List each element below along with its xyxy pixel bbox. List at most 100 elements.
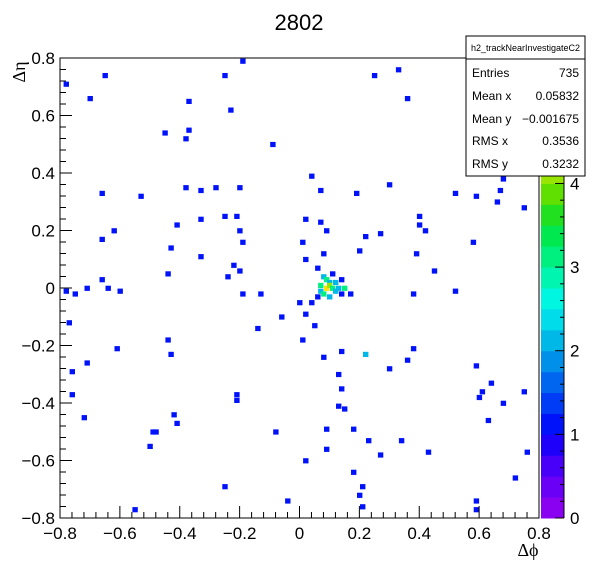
y-tick-label: 0.6 <box>31 107 55 126</box>
stats-row-label: Mean y <box>472 112 511 126</box>
stats-row-label: Mean x <box>472 89 511 103</box>
heatmap-cell <box>479 389 486 395</box>
color-scale-band <box>541 350 564 373</box>
heatmap-cell <box>237 185 243 191</box>
heatmap-cell <box>377 231 384 237</box>
heatmap-cell <box>524 449 530 455</box>
heatmap-cell <box>377 452 384 458</box>
heatmap-cell <box>138 193 144 199</box>
heatmap-cell <box>416 222 423 228</box>
heatmap-cell <box>183 185 189 191</box>
heatmap-cell <box>234 213 240 219</box>
heatmap-cell <box>416 213 423 219</box>
heatmap-cell <box>285 498 291 504</box>
heatmap-cell <box>225 274 231 280</box>
x-tick-label: 0.4 <box>407 524 431 543</box>
heatmap-cell <box>240 58 246 64</box>
y-tick-label: −0.6 <box>21 452 55 471</box>
heatmap-cell <box>333 279 339 286</box>
color-scale-band <box>541 434 564 456</box>
heatmap-cell <box>237 268 243 274</box>
heatmap-cell <box>327 282 333 288</box>
heatmap-cell <box>485 417 492 424</box>
heatmap-cell <box>386 366 393 372</box>
heatmap-cell <box>336 285 342 291</box>
heatmap-cell <box>348 291 354 297</box>
stats-histogram-name: h2_trackNearInvestigateC2 <box>471 43 580 53</box>
heatmap-cell <box>351 426 357 432</box>
heatmap-cell <box>321 291 327 297</box>
heatmap-cell <box>488 380 495 386</box>
heatmap-cell <box>318 219 324 225</box>
heatmap-cell <box>363 234 369 240</box>
heatmap-cell <box>171 412 177 418</box>
heatmap-cell <box>150 429 156 435</box>
x-tick-label: −0.6 <box>103 524 137 543</box>
heatmap-cell <box>222 213 228 219</box>
heatmap-cell <box>198 216 204 222</box>
heatmap-cell <box>473 363 480 369</box>
heatmap-cell <box>231 262 237 268</box>
z-tick-label: 3 <box>570 258 579 277</box>
heatmap-cell <box>168 245 174 251</box>
y-tick-label: 0.4 <box>31 164 55 183</box>
heatmap-cell <box>318 282 324 288</box>
x-tick-label: 0.2 <box>348 524 372 543</box>
heatmap-cell <box>398 438 405 444</box>
heatmap-cell <box>99 190 105 196</box>
heatmap-cell <box>473 193 480 199</box>
y-tick-label: 0 <box>46 279 55 298</box>
heatmap-cell <box>99 236 105 242</box>
x-tick-label: −0.8 <box>43 524 77 543</box>
heatmap-cell <box>357 248 363 254</box>
stats-row-label: RMS y <box>472 157 508 171</box>
heatmap-cell <box>198 187 204 194</box>
heatmap-cell <box>165 337 171 343</box>
heatmap-cell <box>327 294 333 300</box>
x-tick-label: −0.2 <box>223 524 257 543</box>
heatmap-cell <box>354 190 360 196</box>
heatmap-cell <box>81 415 87 421</box>
heatmap-cell <box>69 369 75 375</box>
heatmap-cell <box>279 314 285 320</box>
heatmap-cell <box>66 320 72 326</box>
stats-box: h2_trackNearInvestigateC2 Entries 735 Me… <box>465 35 586 177</box>
heatmap-cell <box>336 371 342 378</box>
heatmap-cell <box>410 346 417 352</box>
heatmap-cell <box>410 291 417 297</box>
heatmap-cell <box>512 475 519 481</box>
heatmap-cells <box>63 58 530 513</box>
color-scale-band <box>541 288 564 310</box>
color-scale-band <box>541 225 564 247</box>
heatmap-cell <box>102 73 108 79</box>
heatmap-cell <box>315 265 321 271</box>
heatmap-cell <box>425 449 432 455</box>
heatmap-cell <box>324 285 330 291</box>
color-scale-band <box>541 476 564 498</box>
heatmap-cell <box>87 96 93 102</box>
z-tick-label: 2 <box>570 342 579 361</box>
heatmap-cell <box>147 443 153 449</box>
heatmap-cell <box>357 492 363 498</box>
heatmap-cell <box>303 311 309 317</box>
heatmap-cell <box>258 291 264 297</box>
heatmap-cell <box>330 271 336 277</box>
heatmap-cell <box>342 406 348 412</box>
heatmap-cell <box>330 285 336 291</box>
heatmap-cell <box>69 392 75 398</box>
heatmap-cell <box>521 205 527 211</box>
heatmap-cell <box>309 173 315 179</box>
heatmap-cell <box>270 141 276 148</box>
color-scale-band <box>541 267 564 289</box>
heatmap-cell <box>234 392 240 398</box>
plot-frame <box>59 57 540 519</box>
y-tick-label: −0.2 <box>21 337 55 356</box>
stats-row-label: Entries <box>472 66 509 80</box>
heatmap-cell <box>222 484 228 490</box>
heatmap-cell <box>339 277 345 283</box>
y-tick-label: −0.8 <box>21 509 55 528</box>
heatmap-cell <box>318 187 324 194</box>
heatmap-cell <box>63 288 69 294</box>
heatmap-cell <box>132 507 138 513</box>
